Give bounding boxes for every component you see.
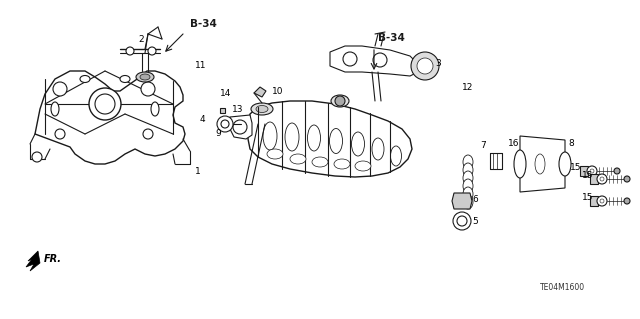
- Ellipse shape: [463, 163, 473, 177]
- Circle shape: [143, 129, 153, 139]
- Ellipse shape: [267, 149, 283, 159]
- Circle shape: [624, 176, 630, 182]
- Ellipse shape: [463, 195, 473, 209]
- Circle shape: [587, 166, 597, 176]
- Polygon shape: [26, 251, 40, 271]
- Circle shape: [600, 199, 604, 203]
- Text: 8: 8: [568, 138, 573, 147]
- Circle shape: [597, 174, 607, 184]
- Ellipse shape: [535, 154, 545, 174]
- Text: TE04M1600: TE04M1600: [540, 283, 585, 292]
- Polygon shape: [35, 71, 185, 164]
- Ellipse shape: [355, 161, 371, 171]
- Ellipse shape: [372, 138, 384, 160]
- Polygon shape: [220, 108, 225, 113]
- Ellipse shape: [51, 102, 59, 116]
- Ellipse shape: [331, 95, 349, 107]
- Circle shape: [126, 47, 134, 55]
- Circle shape: [141, 82, 155, 96]
- Ellipse shape: [463, 179, 473, 193]
- Polygon shape: [330, 46, 418, 76]
- Text: 15: 15: [570, 162, 582, 172]
- Text: 11: 11: [195, 62, 207, 70]
- Text: 7: 7: [480, 142, 486, 151]
- Ellipse shape: [80, 76, 90, 83]
- Polygon shape: [590, 174, 598, 184]
- Circle shape: [453, 212, 471, 230]
- Text: 9: 9: [215, 130, 221, 138]
- Ellipse shape: [390, 146, 401, 166]
- Circle shape: [411, 52, 439, 80]
- Ellipse shape: [251, 103, 273, 115]
- Circle shape: [221, 120, 229, 128]
- Circle shape: [335, 96, 345, 106]
- Circle shape: [32, 152, 42, 162]
- Ellipse shape: [559, 152, 571, 176]
- Ellipse shape: [463, 187, 473, 201]
- Ellipse shape: [263, 122, 277, 150]
- Polygon shape: [254, 87, 266, 97]
- Circle shape: [590, 169, 594, 173]
- Text: 13: 13: [232, 105, 243, 114]
- Text: 10: 10: [272, 86, 284, 95]
- Circle shape: [95, 94, 115, 114]
- Ellipse shape: [330, 129, 342, 153]
- Circle shape: [217, 116, 233, 132]
- Circle shape: [55, 129, 65, 139]
- Text: B-34: B-34: [190, 19, 217, 29]
- Circle shape: [417, 58, 433, 74]
- Circle shape: [614, 168, 620, 174]
- Text: 14: 14: [220, 88, 232, 98]
- Ellipse shape: [334, 159, 350, 169]
- Polygon shape: [248, 101, 412, 177]
- Ellipse shape: [312, 157, 328, 167]
- Text: 15: 15: [582, 192, 593, 202]
- Circle shape: [624, 198, 630, 204]
- Circle shape: [457, 216, 467, 226]
- Ellipse shape: [120, 76, 130, 83]
- Text: 3: 3: [435, 58, 441, 68]
- Circle shape: [89, 88, 121, 120]
- Text: FR.: FR.: [44, 254, 62, 264]
- Polygon shape: [452, 193, 472, 209]
- Circle shape: [53, 82, 67, 96]
- Ellipse shape: [140, 74, 150, 80]
- Text: 1: 1: [195, 167, 201, 175]
- Polygon shape: [590, 196, 598, 206]
- Circle shape: [148, 47, 156, 55]
- Ellipse shape: [307, 125, 321, 151]
- Polygon shape: [230, 115, 252, 139]
- Text: 12: 12: [462, 83, 474, 92]
- Circle shape: [597, 196, 607, 206]
- Ellipse shape: [463, 171, 473, 185]
- Text: 16: 16: [508, 138, 520, 147]
- Circle shape: [343, 52, 357, 66]
- Ellipse shape: [136, 72, 154, 82]
- Circle shape: [600, 177, 604, 181]
- Ellipse shape: [256, 106, 268, 113]
- Text: 5: 5: [472, 217, 477, 226]
- Ellipse shape: [351, 132, 365, 156]
- Ellipse shape: [285, 123, 299, 151]
- Text: 6: 6: [472, 195, 477, 204]
- Polygon shape: [520, 136, 565, 192]
- Ellipse shape: [290, 154, 306, 164]
- Circle shape: [233, 120, 247, 134]
- Text: 2: 2: [138, 35, 143, 44]
- Circle shape: [373, 53, 387, 67]
- Text: B-34: B-34: [378, 33, 405, 43]
- Text: 15: 15: [582, 170, 593, 180]
- Polygon shape: [580, 166, 588, 176]
- Ellipse shape: [151, 102, 159, 116]
- Polygon shape: [230, 121, 236, 129]
- Ellipse shape: [514, 150, 526, 178]
- Ellipse shape: [463, 155, 473, 169]
- Text: 4: 4: [200, 115, 205, 123]
